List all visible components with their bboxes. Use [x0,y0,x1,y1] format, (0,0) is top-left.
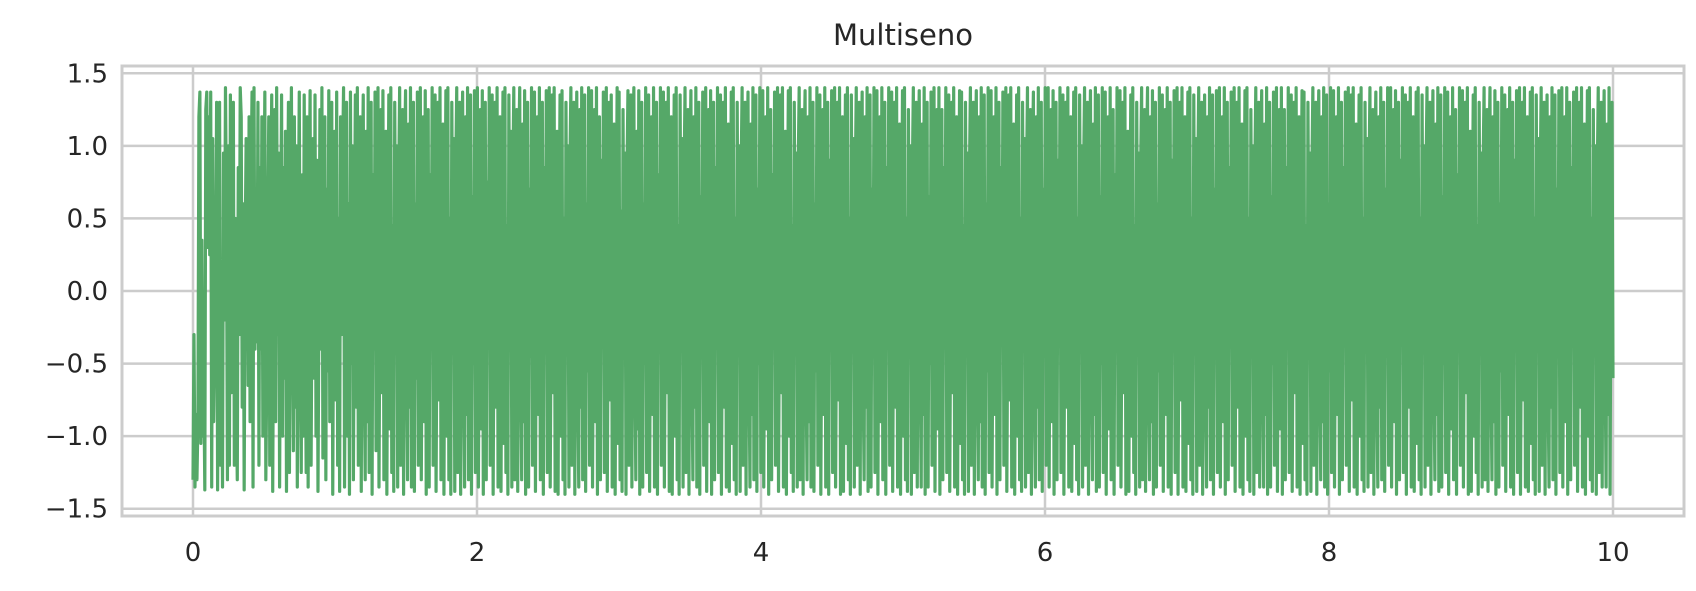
y-axis-ticks: −1.5 −1.0 −0.5 0.0 0.5 1.0 1.5 [45,59,108,524]
series-layer [191,86,1615,496]
y-tick-label: −0.5 [45,350,108,380]
x-tick-label: 8 [1321,538,1338,568]
x-tick-label: 10 [1596,538,1629,568]
y-tick-label: 0.5 [67,204,108,234]
y-tick-label: −1.5 [45,495,108,525]
x-tick-label: 6 [1037,538,1054,568]
x-tick-label: 2 [469,538,486,568]
plot-frame [120,64,1686,518]
x-tick-label: 0 [185,538,202,568]
y-tick-label: 1.5 [67,59,108,89]
y-tick-label: −1.0 [45,422,108,452]
x-axis-ticks: 0 2 4 6 8 10 [185,538,1630,568]
y-tick-label: 0.0 [67,277,108,307]
x-tick-label: 4 [753,538,770,568]
y-tick-label: 1.0 [67,132,108,162]
chart-title: Multiseno [833,18,973,52]
series-line-0 [191,86,1615,496]
